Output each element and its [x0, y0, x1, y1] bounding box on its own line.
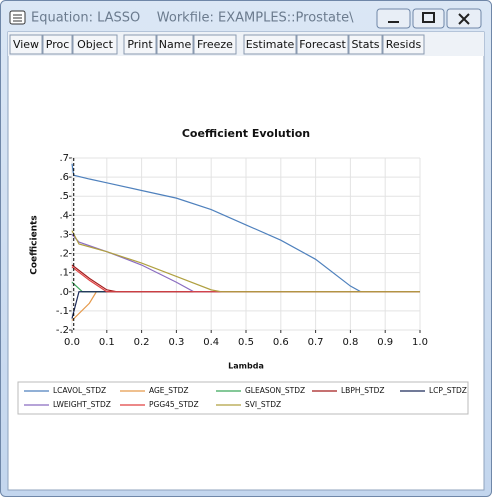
x-axis-title: Lambda	[228, 362, 264, 371]
toolbar-button-label[interactable]: Stats	[351, 38, 379, 51]
x-tick-label: 0.7	[308, 337, 324, 348]
x-tick-label: 0.0	[64, 337, 80, 348]
series-line	[71, 230, 420, 293]
y-tick-label: .4	[59, 210, 69, 221]
legend-label: SVI_STDZ	[245, 400, 281, 409]
x-tick-label: 0.9	[377, 337, 393, 348]
toolbar-button[interactable]	[72, 34, 118, 55]
toolbar-button-label[interactable]: Resids	[386, 38, 422, 51]
toolbar-button-label[interactable]: Print	[127, 38, 153, 51]
toolbar-button[interactable]	[123, 34, 157, 55]
x-tick-label: 0.6	[273, 337, 289, 348]
y-tick-label: .0	[59, 287, 69, 298]
toolbar-button[interactable]	[156, 34, 194, 55]
window-icon-lines	[13, 14, 22, 22]
y-tick-label: .3	[59, 229, 69, 240]
toolbar-button-label[interactable]: Proc	[46, 38, 70, 51]
legend-label: GLEASON_STDZ	[245, 386, 305, 395]
y-tick-label: .5	[59, 191, 69, 202]
toolbar-button[interactable]	[9, 34, 43, 55]
y-axis-title: Coefficients	[30, 215, 40, 275]
legend-label: AGE_STDZ	[149, 386, 189, 395]
toolbar-button-label[interactable]: Forecast	[299, 38, 346, 51]
chart: Coefficient Evolution Lambda Coefficient…	[17, 127, 469, 415]
toolbar-button[interactable]	[243, 34, 297, 55]
y-tick-label: .1	[59, 268, 69, 279]
legend-label: PGG45_STDZ	[149, 400, 199, 409]
x-tick-label: 0.4	[203, 337, 219, 348]
maximize-icon	[422, 12, 435, 23]
toolbar-button-label[interactable]: Object	[77, 38, 114, 51]
x-tick-label: 0.3	[168, 337, 184, 348]
toolbar-button-label[interactable]: Name	[159, 38, 192, 51]
x-tick-label: 0.2	[134, 337, 150, 348]
window-title: Equation: LASSO Workfile: EXAMPLES::Pros…	[31, 11, 354, 26]
y-tick-label: .2	[59, 249, 69, 260]
toolbar-button-label[interactable]: Estimate	[246, 38, 295, 51]
y-tick-label: -.1	[56, 306, 69, 317]
toolbar-button[interactable]	[382, 34, 425, 55]
y-tick-label: .7	[59, 153, 69, 164]
maximize-button[interactable]	[412, 8, 445, 29]
series-line	[71, 163, 420, 293]
close-icon	[458, 13, 470, 25]
y-tick-label: -.2	[56, 325, 69, 336]
legend-box	[17, 381, 469, 415]
legend-label: LWEIGHT_STDZ	[53, 400, 111, 409]
x-tick-label: 0.8	[342, 337, 358, 348]
x-tick-label: 1.0	[412, 337, 428, 348]
x-tick-label: 0.5	[238, 337, 254, 348]
legend-label: LBPH_STDZ	[341, 386, 385, 395]
toolbar-button-label[interactable]: Freeze	[197, 38, 233, 51]
legend-label: LCAVOL_STDZ	[53, 386, 106, 395]
toolbar-button[interactable]	[348, 34, 383, 55]
toolbar-button-label[interactable]: View	[13, 38, 39, 51]
chart-title: Coefficient Evolution	[182, 127, 310, 140]
toolbar-button[interactable]	[296, 34, 349, 55]
y-tick-label: .6	[59, 172, 69, 183]
toolbar-button[interactable]	[193, 34, 237, 55]
x-tick-label: 0.1	[99, 337, 115, 348]
toolbar-button[interactable]	[42, 34, 73, 55]
legend-label: LCP_STDZ	[429, 386, 467, 395]
minimize-button[interactable]	[376, 8, 411, 29]
